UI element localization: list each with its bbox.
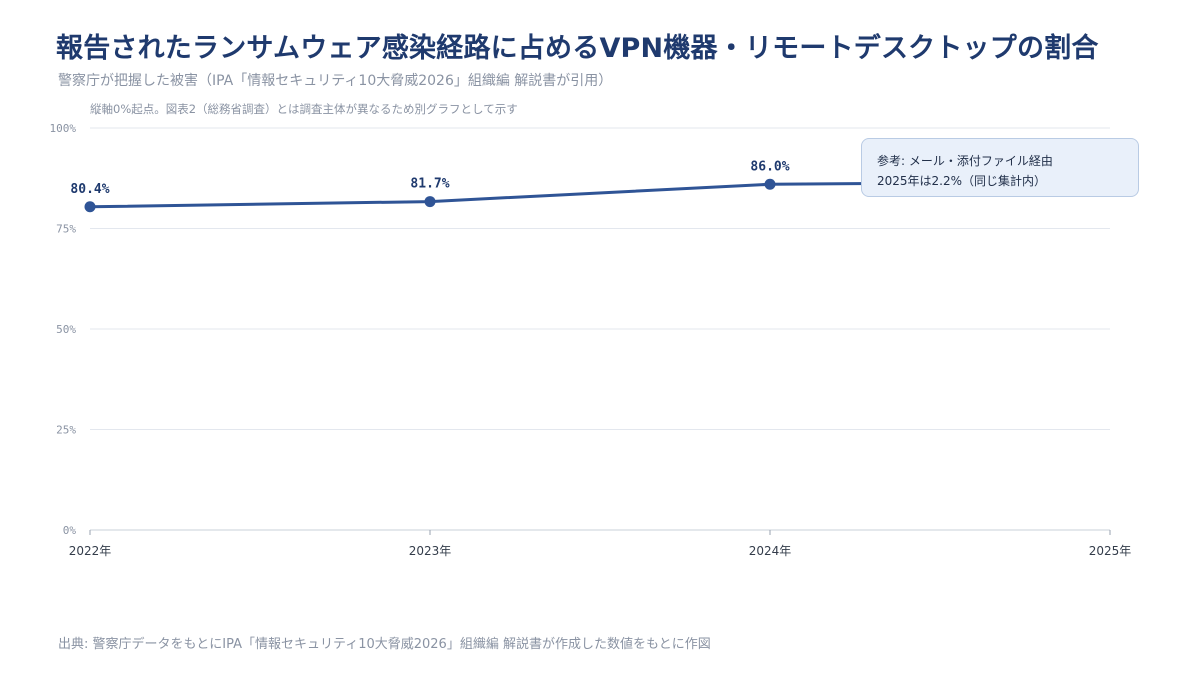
data-point (764, 178, 776, 190)
y-tick-label: 50% (56, 323, 76, 336)
data-label: 80.4% (70, 182, 109, 197)
x-tick-label: 2023年 (409, 544, 452, 558)
callout-line-1: 参考: メール・添付ファイル経由 (877, 154, 1053, 168)
x-tick-label: 2025年 (1089, 544, 1132, 558)
chart-title: 報告されたランサムウェア感染経路に占めるVPN機器・リモートデスクトップの割合 (56, 33, 1099, 64)
y-tick-label: 100% (50, 122, 77, 135)
data-label: 86.0% (750, 159, 789, 174)
reference-callout: 参考: メール・添付ファイル経由 2025年は2.2%（同じ集計内） (861, 138, 1139, 197)
data-point (424, 196, 436, 208)
chart-subtitle: 警察庁が把握した被害（IPA「情報セキュリティ10大脅威2026」組織編 解説書… (58, 73, 613, 89)
axis-note: 縦軸0%起点。図表2（総務省調査）とは調査主体が異なるため別グラフとして示す (90, 102, 518, 116)
data-point (84, 201, 96, 213)
y-tick-label: 75% (56, 223, 76, 236)
x-tick-label: 2022年 (69, 544, 112, 558)
x-axis: 2022年 2023年 2024年 2025年 (69, 529, 1132, 558)
source-note: 出典: 警察庁データをもとにIPA「情報セキュリティ10大脅威2026」組織編 … (58, 637, 711, 652)
y-tick-label: 25% (56, 424, 76, 437)
y-axis-ticks: 0% 25% 50% 75% 100% (50, 122, 77, 537)
gridlines (90, 127, 1110, 430)
data-label: 81.7% (410, 177, 449, 192)
x-tick-label: 2024年 (749, 544, 792, 558)
y-tick-label: 0% (63, 524, 77, 537)
callout-line-2: 2025年は2.2%（同じ集計内） (877, 174, 1047, 188)
